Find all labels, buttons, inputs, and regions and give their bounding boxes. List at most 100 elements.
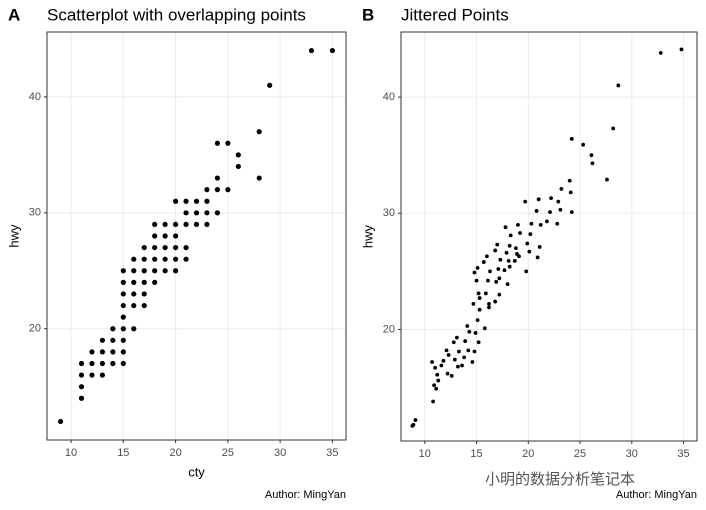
point <box>493 248 498 253</box>
point <box>555 221 560 226</box>
point <box>214 187 221 193</box>
y-tick-label: 40 <box>29 91 41 103</box>
point <box>567 178 572 183</box>
point <box>516 222 520 227</box>
point <box>589 153 594 158</box>
x-axis-title: cty <box>188 464 205 479</box>
point <box>162 221 168 228</box>
point <box>444 348 449 353</box>
point <box>525 241 530 246</box>
point <box>193 198 200 204</box>
panel-tag: B <box>362 5 374 24</box>
point <box>193 210 200 216</box>
point <box>172 198 179 204</box>
point <box>513 246 518 251</box>
point <box>534 209 539 213</box>
point <box>131 268 137 274</box>
point <box>204 187 210 193</box>
point <box>193 221 200 228</box>
point <box>141 268 147 274</box>
point <box>439 363 444 368</box>
panel-title: Jittered Points <box>401 5 509 24</box>
point <box>152 256 158 262</box>
point <box>78 372 85 378</box>
point <box>452 357 457 362</box>
point <box>568 190 573 195</box>
panel-border <box>46 31 347 441</box>
y-tick-label: 20 <box>29 323 41 335</box>
point <box>470 360 475 364</box>
point <box>172 256 179 262</box>
point <box>556 199 561 204</box>
point <box>457 349 461 354</box>
point <box>235 152 241 158</box>
point <box>487 301 491 306</box>
point <box>131 279 137 285</box>
point <box>523 199 528 204</box>
point <box>507 243 512 248</box>
point <box>183 244 189 251</box>
point <box>235 163 241 170</box>
point <box>411 422 416 427</box>
x-tick-label: 15 <box>470 448 482 460</box>
point <box>131 326 137 332</box>
point <box>120 337 126 343</box>
point <box>141 302 147 309</box>
point <box>99 372 106 378</box>
caption: Author: MingYan <box>265 489 346 501</box>
x-tick-label: 10 <box>419 448 431 460</box>
y-tick-label: 40 <box>383 91 395 103</box>
point <box>605 177 609 182</box>
x-tick-label: 25 <box>574 448 586 460</box>
point <box>486 278 490 283</box>
point <box>505 282 510 287</box>
point <box>204 198 210 204</box>
point <box>308 47 315 54</box>
y-tick-label: 30 <box>29 207 41 219</box>
point <box>172 244 179 251</box>
point <box>456 364 460 369</box>
point <box>507 264 512 269</box>
point <box>120 279 126 285</box>
point <box>214 210 221 216</box>
point <box>267 82 273 88</box>
point <box>57 418 64 425</box>
panel-title: Scatterplot with overlapping points <box>47 5 306 24</box>
point <box>497 292 502 297</box>
point <box>508 233 513 238</box>
point <box>476 340 481 345</box>
y-axis-title: hwy <box>360 224 375 248</box>
point <box>495 242 500 247</box>
point <box>214 175 221 181</box>
x-tick-label: 15 <box>117 447 129 459</box>
point <box>99 360 106 367</box>
point <box>434 386 439 391</box>
point <box>183 210 189 216</box>
point <box>432 383 437 388</box>
point <box>462 355 467 360</box>
point <box>433 365 438 370</box>
point <box>256 175 262 181</box>
point <box>162 233 168 239</box>
point <box>506 259 511 263</box>
point <box>110 337 116 343</box>
point <box>483 291 488 296</box>
point <box>679 47 684 52</box>
point <box>548 210 552 214</box>
x-tick-label: 10 <box>65 447 77 459</box>
point <box>512 259 517 263</box>
point <box>590 161 595 166</box>
point <box>172 268 179 274</box>
point <box>537 245 542 249</box>
point <box>329 47 336 54</box>
point <box>559 186 564 191</box>
point <box>475 318 480 323</box>
point <box>467 329 472 334</box>
point <box>120 268 126 274</box>
point <box>529 221 534 226</box>
point <box>141 279 147 285</box>
point <box>214 140 221 146</box>
point <box>446 353 451 357</box>
point <box>545 219 549 224</box>
